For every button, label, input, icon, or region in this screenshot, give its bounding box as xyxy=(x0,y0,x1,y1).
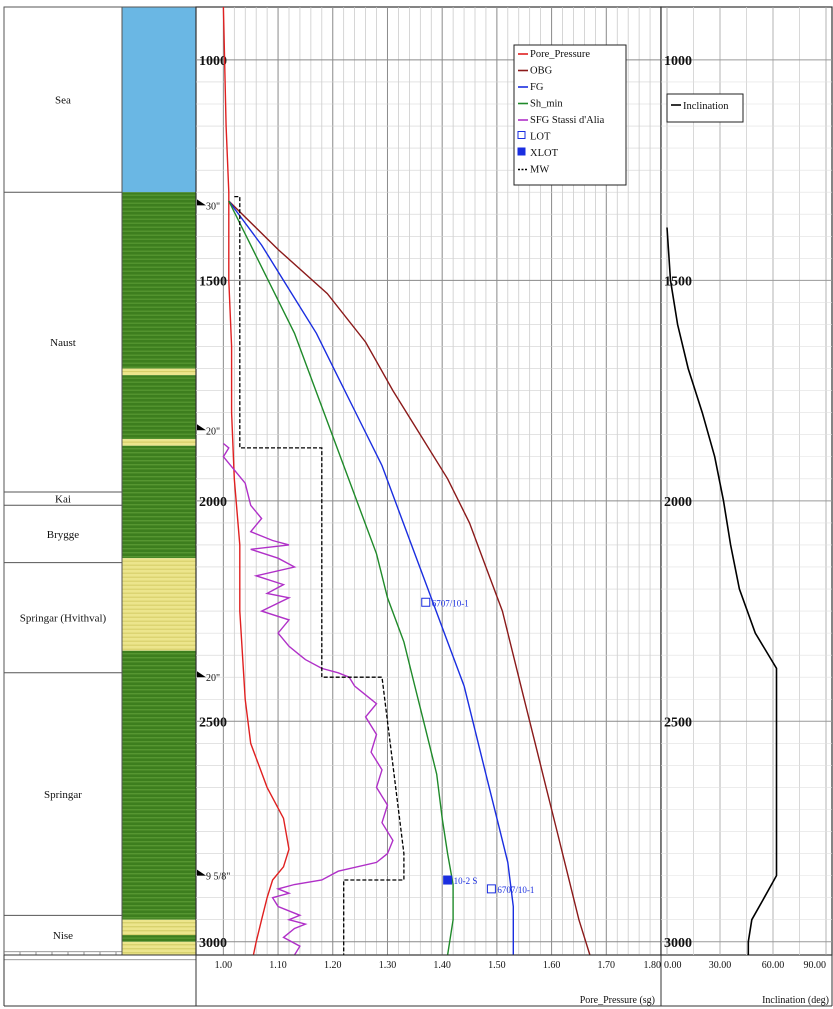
legend-item-label: XLOT xyxy=(530,148,559,159)
inclination-x-axis-title: Inclination (deg) xyxy=(762,995,829,1006)
pressure-x-tick-label: 1.60 xyxy=(543,960,561,971)
marker-label: 6707/10-1 xyxy=(432,598,469,608)
pressure-x-tick-label: 1.50 xyxy=(488,960,506,971)
lithology-band xyxy=(122,375,196,440)
pressure-x-tick-label: 1.80 xyxy=(644,960,662,971)
pressure-x-tick-label: 1.40 xyxy=(433,960,451,971)
pressure-x-tick-label: 1.70 xyxy=(598,960,616,971)
casing-shoe-label: 20" xyxy=(206,673,220,684)
inclination-x-tick-label: 90.00 xyxy=(804,960,827,971)
inclination-legend-label: Inclination xyxy=(683,101,729,112)
series-line-obg xyxy=(228,200,591,956)
inclination-depth-tick-label: 2500 xyxy=(664,715,692,730)
pressure-x-tick-label: 1.30 xyxy=(379,960,397,971)
series-line-fg xyxy=(228,200,514,955)
depth-tick-label: 2000 xyxy=(199,495,227,510)
series-line-inclination xyxy=(666,227,778,955)
legend-item-label: FG xyxy=(530,82,544,93)
inclination-panel: 1000 1500 2000 2500 3000 0.00 30.00 60.00 90.00 I… xyxy=(660,6,833,1006)
pressure-x-axis-title: Pore_Pressure (sg) xyxy=(580,995,655,1006)
legend-item-label: SFG Stassi d'Alia xyxy=(530,115,605,126)
marker-label: 6707/10-1 xyxy=(497,885,534,895)
lithology-band xyxy=(122,7,196,193)
legend-item-label: MW xyxy=(530,165,549,176)
depth-tick-label: 2500 xyxy=(199,715,227,730)
legend-item-label: LOT xyxy=(530,132,551,143)
xlot-marker xyxy=(443,875,453,885)
formation-label: Sea xyxy=(55,95,71,107)
formation-label: Springar (Hvithval) xyxy=(20,613,107,625)
formation-label: Brygge xyxy=(47,529,80,541)
casing-shoe-marker xyxy=(197,199,206,206)
legend-item-label: Pore_Pressure xyxy=(530,49,590,60)
inclination-depth-tick-label: 3000 xyxy=(664,936,692,951)
formation-label: Springar xyxy=(44,789,82,801)
inclination-legend-box xyxy=(666,93,744,123)
legend-swatch xyxy=(517,147,526,156)
depth-tick-label: 1000 xyxy=(199,54,227,69)
casing-shoe-label: 30" xyxy=(206,201,220,212)
legend-item-label: OBG xyxy=(530,66,553,77)
lithology-band xyxy=(122,919,196,936)
formation-label: Nise xyxy=(53,930,73,942)
series-line-pore-pressure xyxy=(222,6,290,956)
casing-shoe-marker xyxy=(197,424,206,431)
series-line-sfg-stassi-d-alia xyxy=(222,442,394,956)
lot-marker xyxy=(421,597,431,607)
inclination-x-tick-label: 0.00 xyxy=(664,960,682,971)
inclination-depth-tick-label: 1000 xyxy=(664,54,692,69)
inclination-x-tick-label: 60.00 xyxy=(762,960,785,971)
legend-swatch xyxy=(517,131,526,139)
inclination-depth-tick-label: 2000 xyxy=(664,495,692,510)
inclination-legend: Inclination xyxy=(666,93,744,123)
formation-label: Kai xyxy=(55,494,71,506)
lithology-column xyxy=(121,6,197,956)
depth-tick-label: 1500 xyxy=(199,274,227,289)
formation-track: Sea Naust Kai Brygge Springar (Hvithval) Spri… xyxy=(3,6,196,961)
depth-tick-label: 3000 xyxy=(199,936,227,951)
casing-shoe-label: 20" xyxy=(206,426,220,437)
marker-label: 10-2 S xyxy=(454,876,478,886)
series-line-sh-min xyxy=(228,200,454,956)
lot-marker xyxy=(486,884,496,894)
casing-shoe-label: 9 5/8" xyxy=(206,872,230,883)
inclination-depth-tick-label: 1500 xyxy=(664,274,692,289)
casing-shoe-marker xyxy=(197,671,206,678)
formation-frame xyxy=(3,6,123,956)
pressure-x-tick-label: 1.20 xyxy=(324,960,342,971)
inclination-x-tick-label: 30.00 xyxy=(709,960,732,971)
legend-box xyxy=(513,44,627,186)
pressure-legend: Pore_Pressure OBG FG Sh_min SFG Stassi d'Ali… xyxy=(513,44,627,186)
pressure-x-tick-label: 1.10 xyxy=(269,960,287,971)
formation-label: Naust xyxy=(50,337,76,349)
casing-shoe-marker xyxy=(197,869,206,876)
legend-item-label: Sh_min xyxy=(530,99,563,110)
pressure-x-tick-label: 1.00 xyxy=(215,960,233,971)
